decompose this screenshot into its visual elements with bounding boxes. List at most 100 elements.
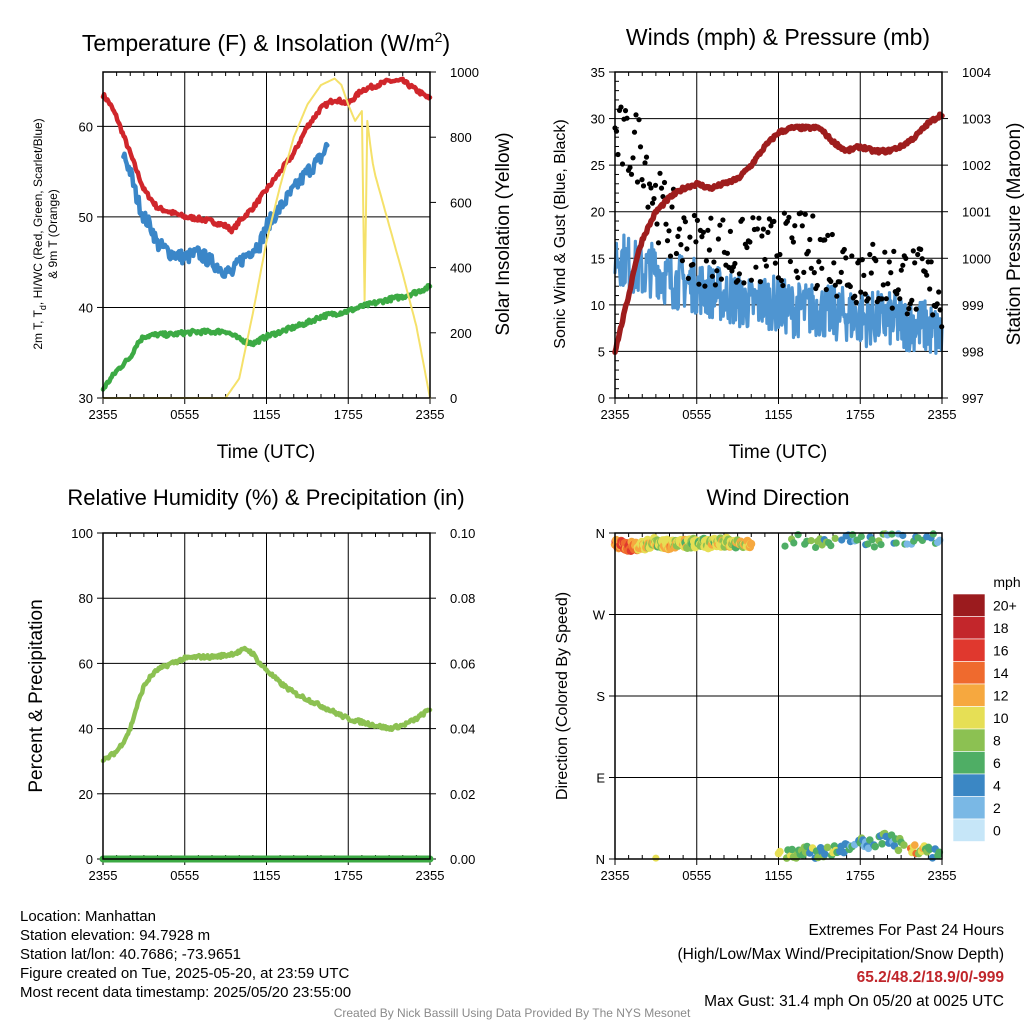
direction-point: [790, 539, 798, 547]
gust-point: [633, 112, 639, 118]
colorbar-swatch: [952, 593, 986, 617]
rh-plot-border: [102, 532, 431, 860]
x-tick-label: 1155: [253, 407, 281, 422]
gust-point: [936, 289, 942, 295]
gust-point: [712, 282, 719, 288]
gust-point: [678, 242, 684, 248]
gust-point: [930, 312, 936, 318]
y2-tick-label: 999: [962, 298, 984, 313]
y2-tick-label: 600: [450, 195, 472, 210]
extremes-info: Extremes For Past 24 Hours (High/Low/Max…: [678, 919, 1005, 1013]
gust-point: [906, 306, 912, 312]
direction-point: [929, 530, 937, 538]
gust-point: [870, 241, 876, 247]
rh-axes: 2355 0555 1155 1755 2355: [89, 533, 444, 883]
gust-point: [811, 270, 817, 276]
gust-point: [903, 255, 909, 261]
colorbar-swatch: [952, 683, 986, 707]
gust-point: [655, 240, 662, 246]
gust-point: [862, 291, 868, 297]
direction-point: [894, 846, 903, 855]
gust-point: [636, 117, 642, 123]
gust-point: [663, 221, 669, 227]
gust-point: [894, 291, 900, 297]
gust-point: [910, 248, 916, 254]
direction-point: [857, 532, 865, 541]
y2-tick-label: 1002: [962, 158, 991, 173]
temperature-panel: Temperature (F) & Insolation (W/m2) 2m T…: [31, 29, 514, 463]
direction-point: [864, 844, 873, 853]
x-tick-label: 1155: [765, 407, 793, 422]
y-tick-label: 60: [79, 656, 93, 671]
gust-point: [664, 238, 671, 244]
y2-tick-label: 0.00: [450, 852, 475, 867]
series-2m-t: [100, 76, 433, 235]
winds-right-axis: 997 998 999 1000 1001 1002 1003 1004: [942, 65, 991, 406]
y2-tick-label: 998: [962, 344, 984, 359]
gust-point: [879, 296, 885, 302]
gust-point: [717, 222, 723, 228]
gust-point: [895, 287, 901, 293]
gust-point: [798, 210, 804, 216]
y-tick-label: 10: [591, 298, 605, 313]
gust-point: [684, 246, 690, 252]
y2-tick-label: 400: [450, 261, 472, 276]
colorbar-label: 10: [993, 710, 1009, 726]
gust-point: [772, 260, 779, 266]
gust-point: [747, 239, 753, 245]
gust-point: [705, 227, 711, 233]
gust-point: [634, 179, 641, 185]
y-tick-label: N: [596, 852, 605, 867]
y-tick-label: E: [596, 771, 605, 786]
y-tick-label: 35: [591, 65, 605, 80]
gust-point: [898, 267, 904, 273]
gust-point: [727, 228, 734, 234]
y-tick-label: 30: [591, 112, 605, 127]
gust-point: [693, 239, 699, 245]
gust-point: [760, 226, 767, 232]
gust-point: [838, 269, 844, 275]
gust-point: [718, 276, 725, 282]
created-text: Figure created on Tue, 2025-05-20, at 23…: [20, 965, 350, 982]
elevation-text: Station elevation: 94.7928 m: [20, 927, 211, 944]
gust-point: [886, 259, 892, 265]
gust-point: [709, 273, 716, 279]
x-tick-label: 0555: [682, 407, 711, 422]
gust-point: [888, 270, 894, 276]
gust-point: [816, 259, 822, 265]
gust-point: [828, 278, 834, 284]
series-station-pressure: [612, 111, 945, 355]
wdir-left-axis: N E S W N: [593, 526, 942, 867]
gust-point: [778, 277, 785, 284]
colorbar-label: 6: [993, 755, 1001, 771]
direction-point: [840, 848, 848, 857]
gust-point: [627, 164, 633, 171]
gust-point: [669, 204, 675, 210]
gust-point: [648, 185, 654, 191]
extremes-values: 65.2/48.2/18.9/0/-999: [856, 969, 1004, 986]
gust-point: [915, 251, 921, 258]
gust-point: [889, 305, 895, 311]
gust-point: [682, 219, 689, 225]
gust-point: [736, 271, 743, 277]
gust-point: [639, 177, 645, 183]
direction-point: [823, 843, 832, 852]
direction-point: [878, 840, 886, 848]
direction-point: [827, 542, 835, 550]
colorbar-label: 0: [993, 822, 1001, 838]
y-tick-label: 25: [591, 158, 605, 173]
wdir-axes: 2355 0555 1155 1755 2355: [601, 533, 956, 883]
gust-point: [630, 155, 636, 161]
station-pressure-axis-label: Station Pressure (Maroon): [1004, 123, 1024, 346]
gust-point: [645, 204, 651, 210]
x-tick-label: 2355: [416, 407, 445, 422]
wind-direction-points: [610, 530, 944, 862]
direction-point: [812, 543, 820, 552]
gust-point: [897, 296, 903, 302]
y-tick-label: 30: [79, 391, 93, 406]
gust-point: [706, 247, 713, 253]
direction-point: [866, 836, 874, 844]
y2-tick-label: 0.08: [450, 591, 475, 606]
gust-point: [823, 286, 829, 293]
wind-direction-axis-label: Direction (Colored By Speed): [554, 592, 571, 800]
